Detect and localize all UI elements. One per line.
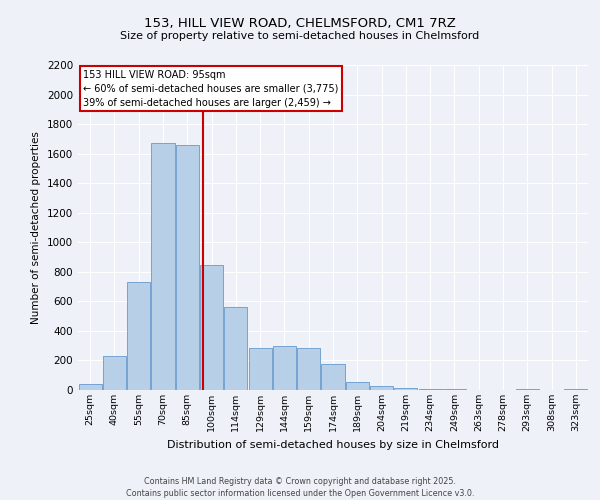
Text: Size of property relative to semi-detached houses in Chelmsford: Size of property relative to semi-detach… [121,31,479,41]
Bar [346,382,369,390]
Bar [370,386,393,390]
Bar [224,306,247,390]
Bar [273,346,296,390]
Bar [297,348,320,390]
Text: Contains HM Land Registry data © Crown copyright and database right 2025.
Contai: Contains HM Land Registry data © Crown c… [126,476,474,498]
Bar [79,384,101,390]
Bar [322,364,344,390]
Bar [248,348,272,390]
Bar [419,388,442,390]
Bar [394,388,418,390]
Bar [151,142,175,390]
Text: 153, HILL VIEW ROAD, CHELMSFORD, CM1 7RZ: 153, HILL VIEW ROAD, CHELMSFORD, CM1 7RZ [144,18,456,30]
Bar [127,282,150,390]
Y-axis label: Number of semi-detached properties: Number of semi-detached properties [31,131,41,324]
X-axis label: Distribution of semi-detached houses by size in Chelmsford: Distribution of semi-detached houses by … [167,440,499,450]
Bar [103,356,126,390]
Bar [176,145,199,390]
Text: 153 HILL VIEW ROAD: 95sqm
← 60% of semi-detached houses are smaller (3,775)
39% : 153 HILL VIEW ROAD: 95sqm ← 60% of semi-… [83,70,338,108]
Bar [200,265,223,390]
